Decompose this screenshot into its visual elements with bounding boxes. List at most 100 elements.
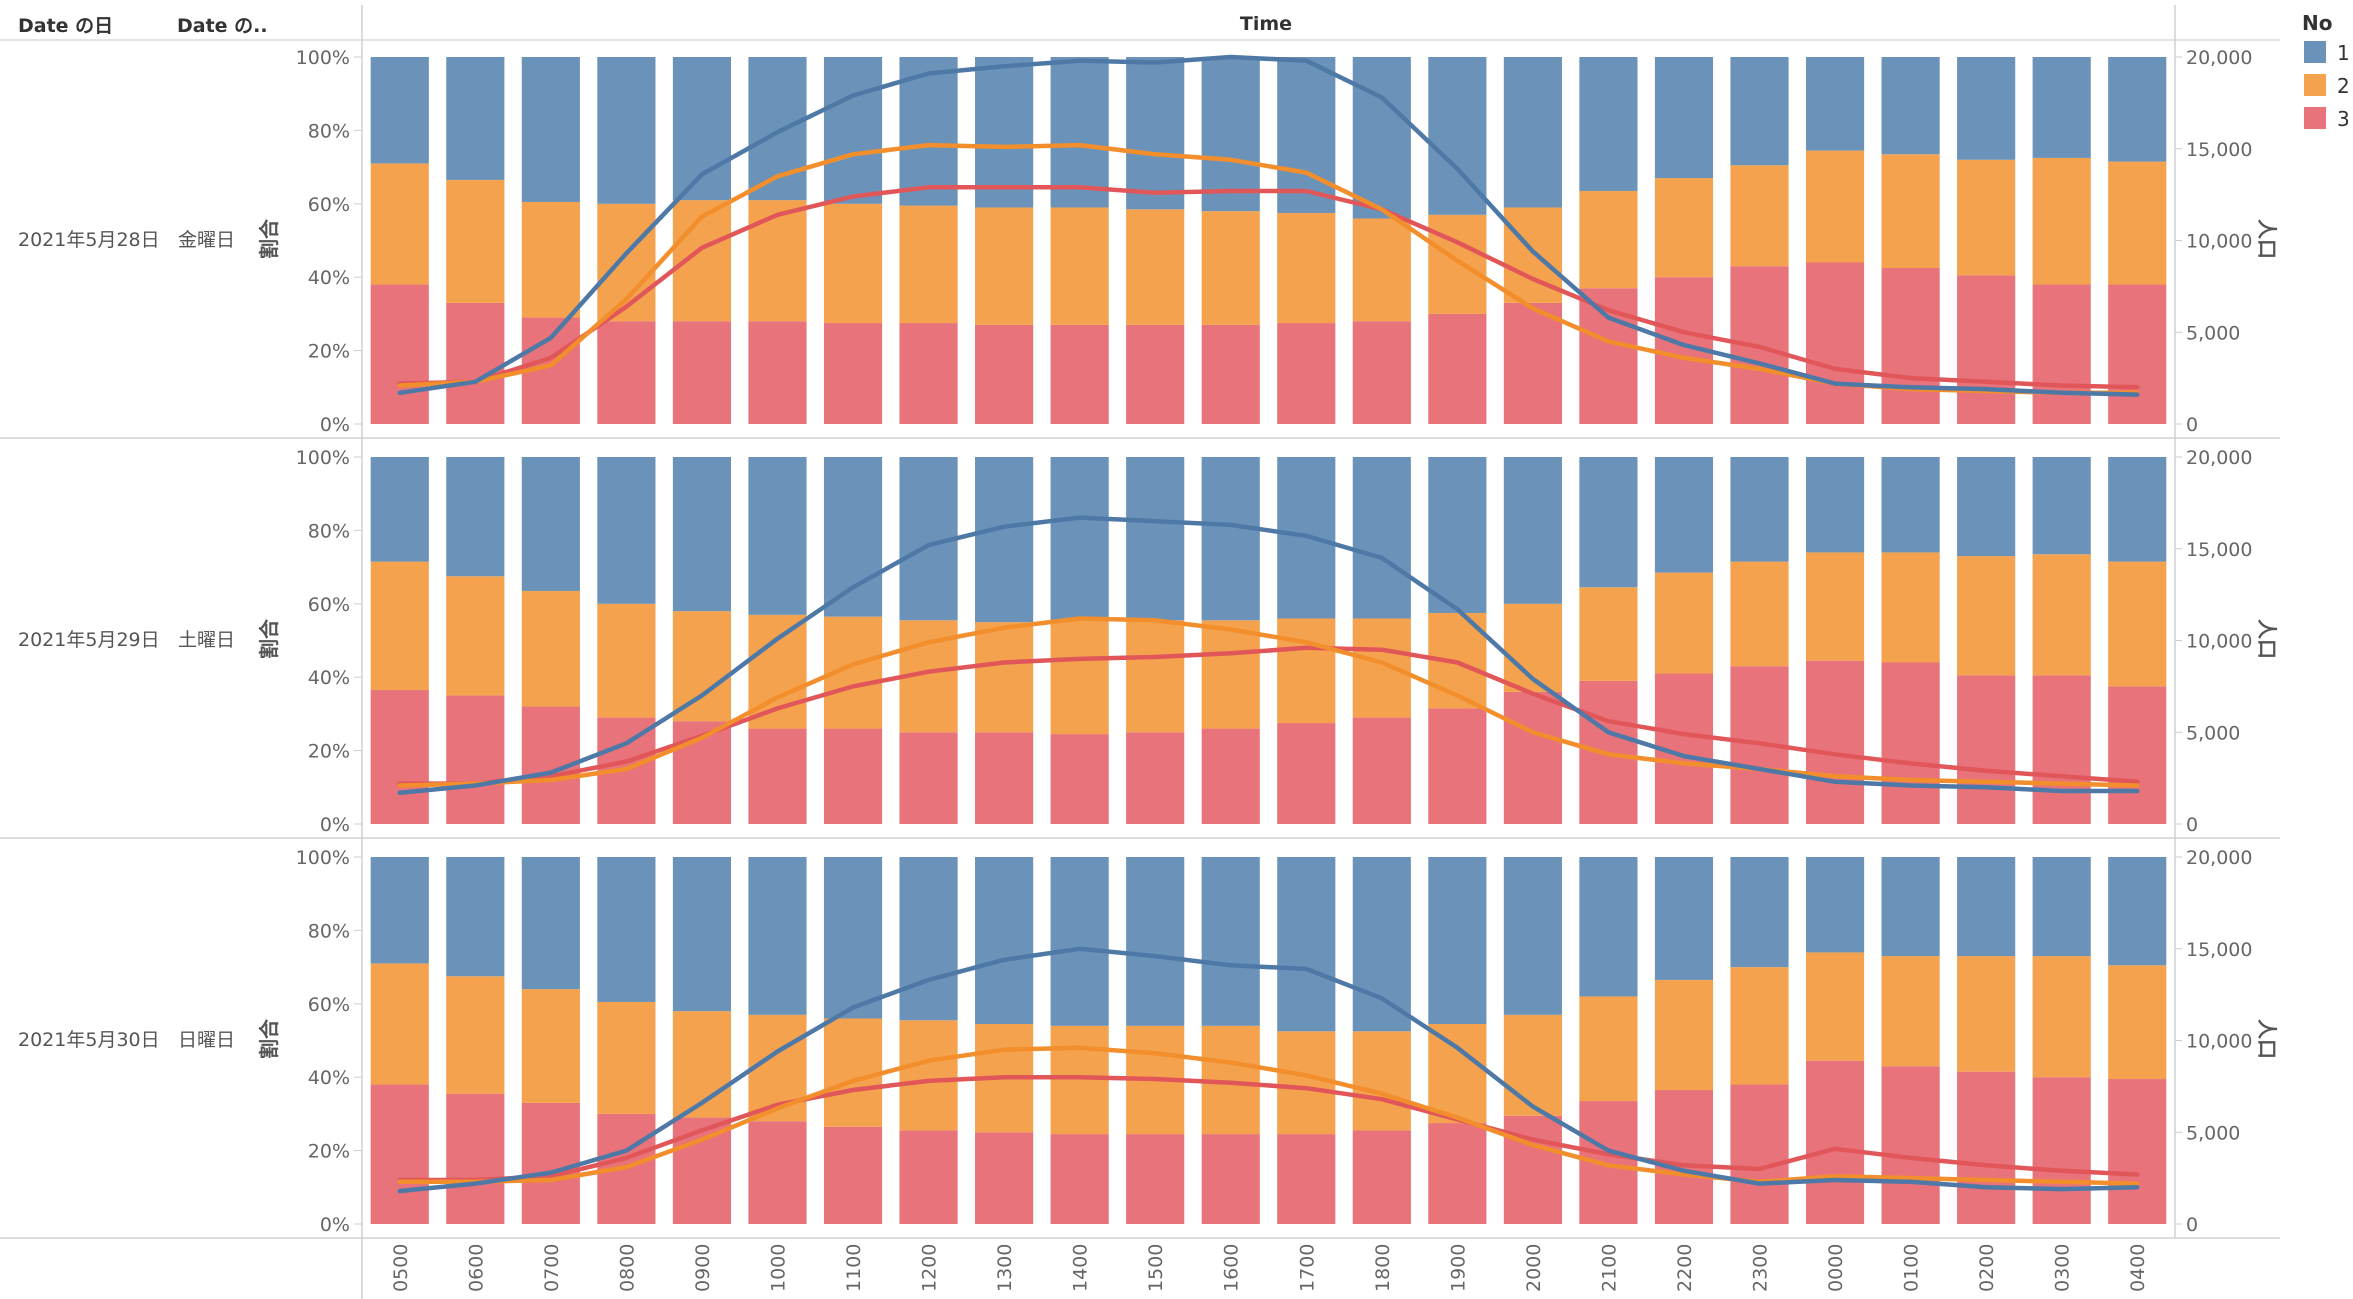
legend: No 1 2 3: [2302, 11, 2350, 131]
bar-no2: [370, 163, 429, 285]
legend-swatch-no1: [2304, 41, 2326, 63]
x-tick-label: 0900: [692, 1244, 714, 1292]
left-tick-label: 60%: [308, 194, 350, 216]
bar-no3: [1126, 324, 1185, 424]
bar-no3: [1277, 1134, 1336, 1224]
bar-no3: [748, 728, 807, 824]
bar-no2: [823, 203, 883, 324]
x-tick-label: 1600: [1221, 1244, 1243, 1292]
bar-no1: [1503, 57, 1562, 208]
left-tick-label: 20%: [308, 741, 350, 763]
right-tick-label: 10,000: [2186, 631, 2252, 653]
bar-no2: [1428, 214, 1487, 314]
line-no3: [397, 185, 2140, 390]
bar-no1: [975, 857, 1034, 1024]
x-tick-label: 1500: [1145, 1244, 1167, 1292]
x-tick-label: 1400: [1070, 1244, 1092, 1292]
left-tick-label: 80%: [308, 920, 350, 942]
bar-no1: [370, 857, 429, 964]
bar-no1: [748, 857, 807, 1015]
x-tick-label: 2000: [1523, 1244, 1545, 1292]
bar-no1: [2032, 57, 2091, 158]
bar-no1: [1503, 857, 1562, 1015]
left-tick-label: 60%: [308, 594, 350, 616]
bar-no3: [1126, 732, 1185, 824]
bar-no3: [975, 732, 1034, 824]
bar-no2: [1654, 979, 1714, 1091]
bar-no3: [2032, 1077, 2091, 1224]
right-tick-label: 15,000: [2186, 939, 2252, 961]
bar-no3: [1881, 1066, 1940, 1224]
bar-no3: [1503, 691, 1562, 824]
bar-no3: [1050, 324, 1109, 424]
bar-no2: [1050, 207, 1109, 325]
bar-no1: [1201, 457, 1260, 621]
panel-date-label: 2021年5月28日: [18, 229, 160, 251]
bar-no2: [1957, 159, 2016, 276]
bar-no1: [1730, 857, 1789, 968]
bar-no2: [1352, 618, 1411, 718]
line-no3: [397, 645, 2140, 786]
bar-no2: [1730, 561, 1789, 667]
bar-no1: [975, 457, 1034, 623]
bar-no1: [1352, 57, 1411, 219]
bar-no2: [1277, 1031, 1336, 1135]
right-tick-label: 20,000: [2186, 847, 2252, 869]
bar-no2: [1428, 1023, 1487, 1124]
bar-no3: [370, 284, 429, 424]
bar-no2: [2032, 157, 2091, 285]
bar-no3: [899, 732, 958, 824]
bar-no1: [521, 457, 580, 591]
bar-no1: [1654, 457, 1714, 573]
x-tick-label: 0100: [1901, 1244, 1923, 1292]
bar-no3: [1428, 1123, 1487, 1224]
bar-no2: [446, 576, 505, 696]
bar-no1: [1201, 857, 1260, 1026]
x-tick-label: 0600: [465, 1244, 487, 1292]
bar-no1: [2108, 57, 2167, 162]
bar-no2: [1201, 620, 1260, 729]
bar-no2: [1050, 1025, 1109, 1135]
bar-no2: [1730, 967, 1789, 1085]
bar-no2: [2032, 554, 2091, 676]
legend-label-no2: 2: [2337, 74, 2350, 98]
bar-no2: [446, 976, 505, 1094]
bar-no3: [2108, 686, 2167, 824]
bar-no2: [748, 200, 807, 322]
right-tick-label: 20,000: [2186, 447, 2252, 469]
bar-no2: [1579, 996, 1638, 1102]
bar-no3: [446, 302, 505, 424]
bar-no1: [1579, 57, 1638, 191]
bar-no2: [1881, 154, 1940, 269]
bar-no1: [1957, 457, 2016, 557]
bar-no1: [1277, 57, 1336, 213]
population-lines: [397, 946, 2140, 1194]
bar-no3: [748, 321, 807, 424]
left-tick-label: 20%: [308, 1141, 350, 1163]
panel-3: 2021年5月30日 日曜日 割合 人口 0% 20% 40% 60% 80% 100% 0 5,00…: [18, 847, 2279, 1236]
bar-no1: [823, 57, 883, 204]
bar-no1: [1428, 457, 1487, 613]
bar-no2: [370, 561, 429, 691]
bar-no3: [1428, 313, 1487, 424]
bar-no2: [1579, 587, 1638, 681]
bar-no2: [899, 1020, 958, 1131]
line-no1: [397, 946, 2140, 1194]
bar-no3: [1428, 708, 1487, 824]
bar-no3: [521, 1102, 580, 1224]
panel-weekday-label: 土曜日: [178, 629, 235, 651]
header-date-weekday: Date の..: [177, 15, 268, 37]
bar-no1: [370, 57, 429, 164]
bar-no1: [1881, 57, 1940, 155]
bar-no3: [823, 1126, 883, 1224]
bar-no1: [1050, 57, 1109, 208]
bar-no1: [2032, 857, 2091, 957]
bar-no3: [1805, 660, 1865, 824]
bar-no3: [446, 695, 505, 824]
bar-no2: [1957, 556, 2016, 676]
bar-no2: [521, 201, 580, 318]
left-tick-label: 40%: [308, 667, 350, 689]
right-axis-title: 人口: [2255, 1019, 2279, 1059]
x-tick-label: 0300: [2052, 1244, 2074, 1292]
